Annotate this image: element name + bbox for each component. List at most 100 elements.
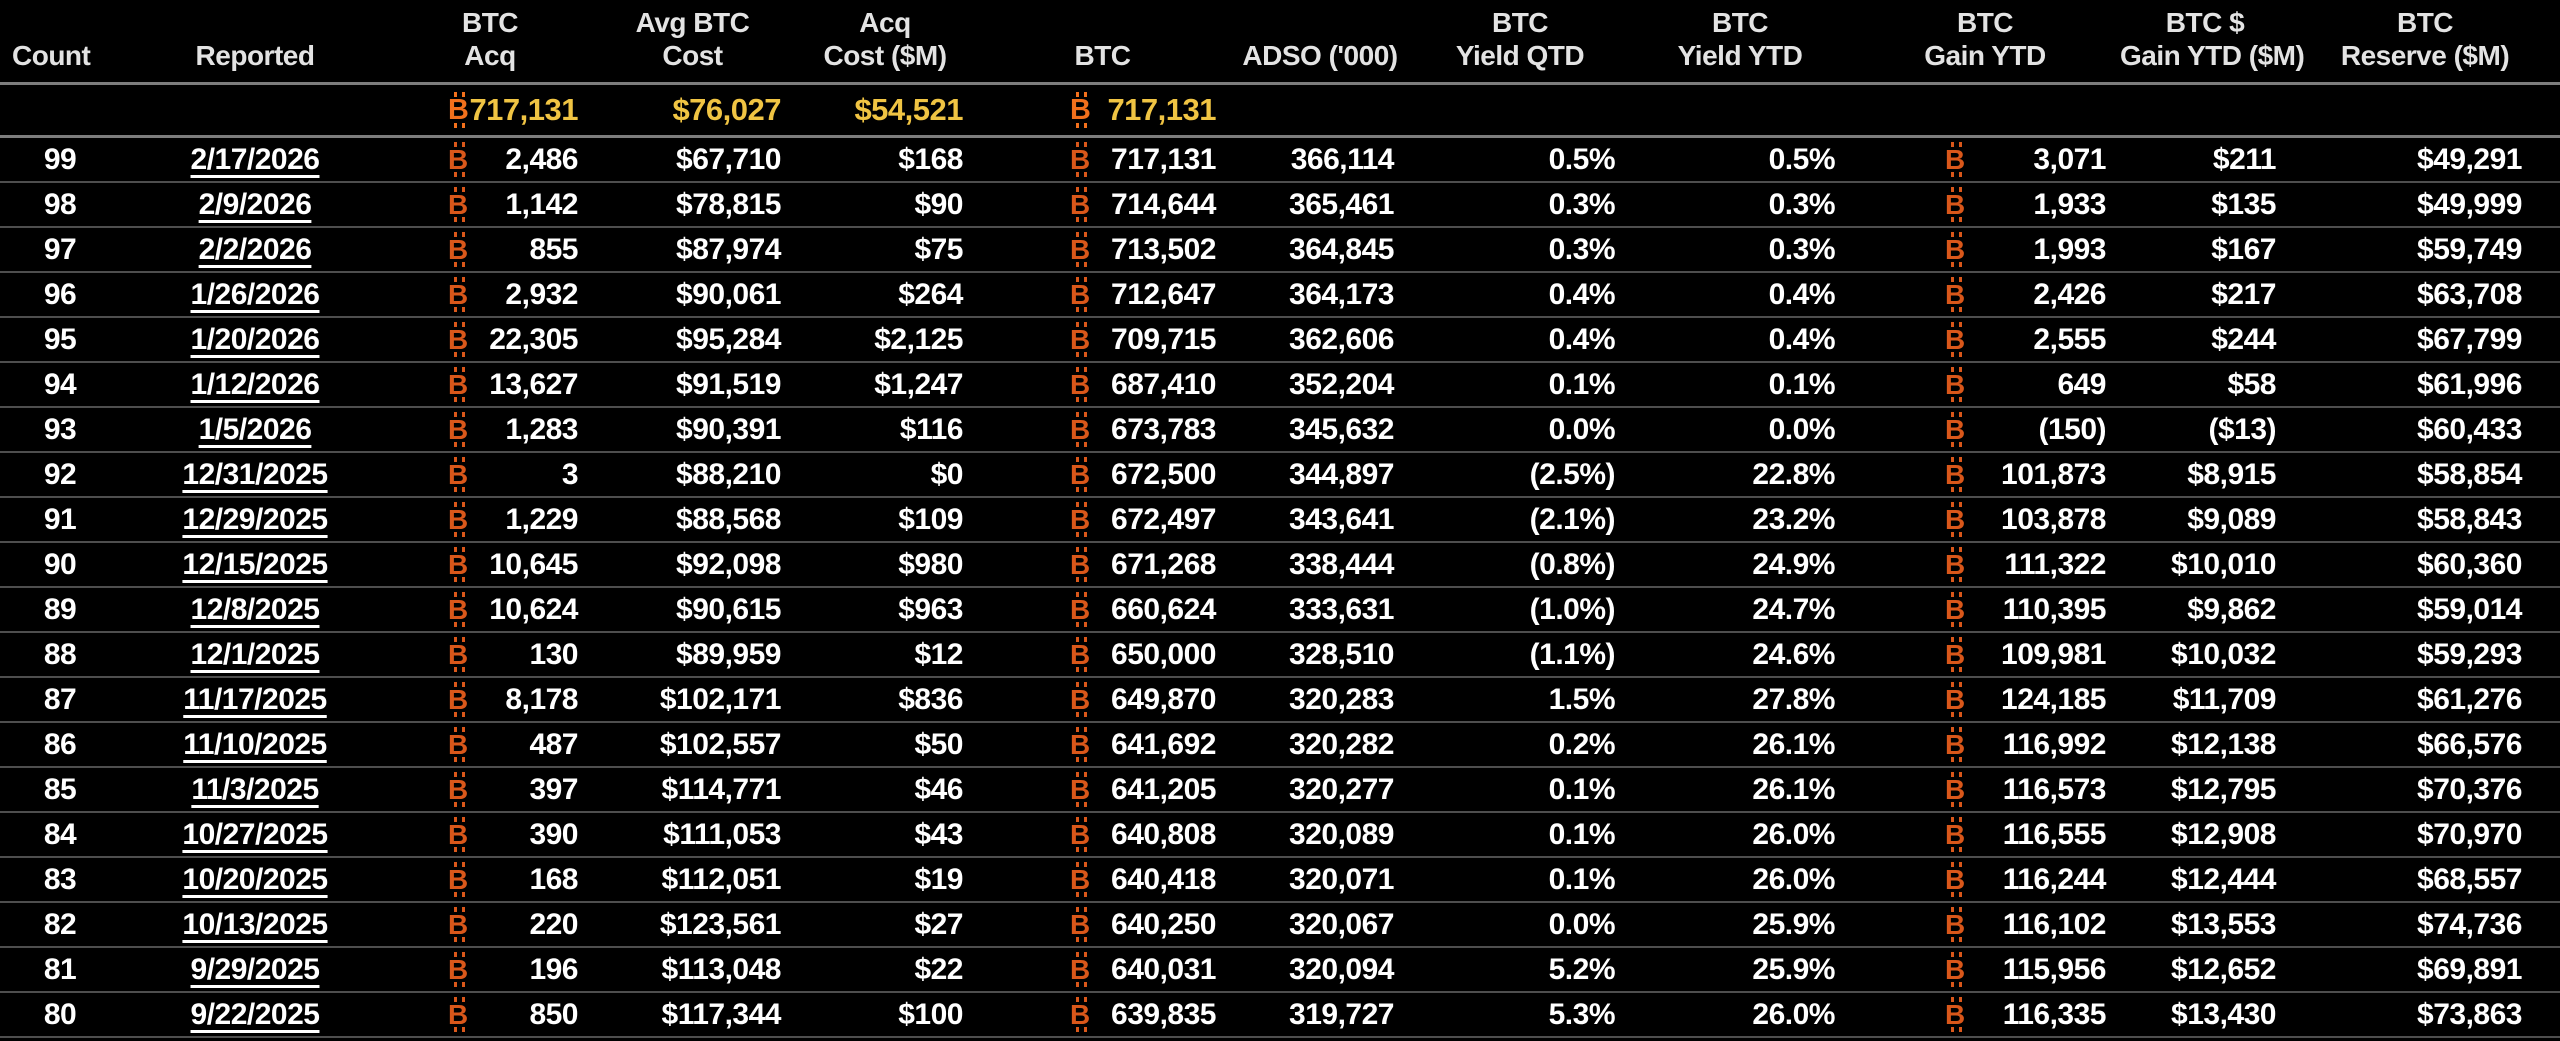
cell-adso: 333,631 bbox=[1289, 592, 1394, 626]
cell-value: 1,229 bbox=[505, 502, 578, 536]
summary-row: B 717,131 $76,027 $54,521 B 717,131 bbox=[0, 85, 2560, 138]
cell-adso: 328,510 bbox=[1289, 637, 1394, 671]
table-row: 93 1/5/2026 B 1,283 $90,391 $116 B 673,783 345,6… bbox=[0, 408, 2560, 453]
date-link[interactable]: 2/9/2026 bbox=[198, 187, 312, 221]
cell-count: 82 bbox=[43, 907, 77, 941]
date-link[interactable]: 2/17/2026 bbox=[190, 142, 320, 176]
cell-value: 2,486 bbox=[505, 142, 578, 176]
cell-gain_ytd_m: $13,553 bbox=[2171, 907, 2276, 941]
cell-reserve_m: $49,999 bbox=[2417, 187, 2522, 221]
cell-yield_qtd: (1.1%) bbox=[1529, 637, 1616, 671]
cell-reserve_m: $61,996 bbox=[2417, 367, 2522, 401]
date-link[interactable]: 12/31/2025 bbox=[182, 457, 328, 491]
cell-reserve_m: $70,376 bbox=[2417, 772, 2522, 806]
cell-reserve_m: $61,276 bbox=[2417, 682, 2522, 716]
cell-gain_ytd: B 116,102 bbox=[1850, 906, 2120, 943]
cell-gain_ytd: B 3,071 bbox=[1850, 141, 2120, 178]
table-row: 96 1/26/2026 B 2,932 $90,061 $264 B 712,647 364,… bbox=[0, 273, 2560, 318]
cell-value: 714,644 bbox=[1111, 187, 1216, 221]
btc-icon: B bbox=[448, 456, 468, 493]
table-row: 91 12/29/2025 B 1,229 $88,568 $109 B 672,497 343… bbox=[0, 498, 2560, 543]
cell-adso: 365,461 bbox=[1289, 187, 1394, 221]
date-link[interactable]: 12/15/2025 bbox=[182, 547, 328, 581]
column-header-gain_ytd: BTC Gain YTD bbox=[1924, 7, 2046, 71]
date-link[interactable]: 11/3/2025 bbox=[191, 772, 319, 806]
cell-reserve_m: $68,557 bbox=[2417, 862, 2522, 896]
cell-value: 639,835 bbox=[1111, 997, 1216, 1031]
cell-reserve_m: $60,433 bbox=[2417, 412, 2522, 446]
cell-adso: 320,283 bbox=[1289, 682, 1394, 716]
cell-gain_ytd: B 115,956 bbox=[1850, 951, 2120, 988]
cell-value: 10,645 bbox=[489, 547, 578, 581]
btc-icon: B bbox=[448, 636, 468, 673]
cell-reported: 12/8/2025 bbox=[120, 593, 390, 627]
cell-avg_btc_cost: $102,557 bbox=[659, 727, 782, 761]
date-link[interactable]: 1/5/2026 bbox=[198, 412, 312, 446]
cell-value: 110,395 bbox=[2002, 592, 2107, 626]
date-link[interactable]: 1/26/2026 bbox=[190, 277, 320, 311]
cell-btc_acq: B 196 bbox=[390, 951, 590, 988]
cell-value: 850 bbox=[529, 997, 578, 1031]
cell-yield_qtd: 0.1% bbox=[1548, 862, 1616, 896]
cell-yield_ytd: 0.1% bbox=[1768, 367, 1836, 401]
table-row: 99 2/17/2026 B 2,486 $67,710 $168 B 717,131 366,… bbox=[0, 138, 2560, 183]
btc-icon: B bbox=[448, 546, 468, 583]
cell-count: 97 bbox=[43, 232, 77, 266]
summary-btc-acq-value: 717,131 bbox=[469, 92, 578, 127]
date-link[interactable]: 10/27/2025 bbox=[182, 817, 328, 851]
cell-avg_btc_cost: $112,051 bbox=[661, 862, 782, 896]
date-link[interactable]: 10/13/2025 bbox=[182, 907, 328, 941]
cell-gain_ytd: B 109,981 bbox=[1850, 636, 2120, 673]
cell-gain_ytd_m: $217 bbox=[2211, 277, 2276, 311]
column-header-gain_ytd_m: BTC $ Gain YTD ($M) bbox=[2120, 7, 2305, 71]
cell-acq_cost_m: $109 bbox=[898, 502, 963, 536]
cell-avg_btc_cost: $90,391 bbox=[676, 412, 781, 446]
cell-value: 116,335 bbox=[2002, 997, 2107, 1031]
summary-acq-cost: $54,521 bbox=[854, 92, 963, 127]
summary-btc-total: B 717,131 bbox=[975, 91, 1230, 129]
date-link[interactable]: 11/17/2025 bbox=[183, 682, 327, 716]
cell-yield_ytd: 25.9% bbox=[1752, 952, 1835, 986]
btc-icon: B bbox=[1945, 681, 1965, 718]
cell-value: 640,250 bbox=[1111, 907, 1216, 941]
date-link[interactable]: 2/2/2026 bbox=[198, 232, 312, 266]
cell-adso: 320,071 bbox=[1289, 862, 1394, 896]
cell-yield_qtd: 0.0% bbox=[1548, 412, 1616, 446]
cell-avg_btc_cost: $90,061 bbox=[676, 277, 781, 311]
date-link[interactable]: 12/29/2025 bbox=[182, 502, 328, 536]
cell-gain_ytd: B 2,555 bbox=[1850, 321, 2120, 358]
cell-value: 660,624 bbox=[1111, 592, 1216, 626]
date-link[interactable]: 9/29/2025 bbox=[190, 952, 320, 986]
btc-icon: B bbox=[448, 681, 468, 718]
cell-value: 641,205 bbox=[1111, 772, 1216, 806]
date-link[interactable]: 1/12/2026 bbox=[190, 367, 320, 401]
cell-yield_qtd: 0.4% bbox=[1548, 322, 1616, 356]
date-link[interactable]: 10/20/2025 bbox=[182, 862, 328, 896]
date-link[interactable]: 12/8/2025 bbox=[190, 592, 320, 626]
cell-reserve_m: $66,576 bbox=[2417, 727, 2522, 761]
cell-btc: B 709,715 bbox=[975, 321, 1230, 358]
date-link[interactable]: 11/10/2025 bbox=[183, 727, 327, 761]
column-header-reported: Reported bbox=[195, 40, 315, 71]
cell-yield_qtd: 0.5% bbox=[1548, 142, 1616, 176]
cell-yield_qtd: 0.3% bbox=[1548, 232, 1616, 266]
cell-acq_cost_m: $2,125 bbox=[874, 322, 963, 356]
table-row: 82 10/13/2025 B 220 $123,561 $27 B 640,250 320,0… bbox=[0, 903, 2560, 948]
date-link[interactable]: 9/22/2025 bbox=[190, 997, 320, 1031]
table-row: 92 12/31/2025 B 3 $88,210 $0 B 672,500 344,897 (2… bbox=[0, 453, 2560, 498]
cell-btc_acq: B 10,645 bbox=[390, 546, 590, 583]
date-link[interactable]: 1/20/2026 bbox=[190, 322, 320, 356]
cell-gain_ytd: B 1,933 bbox=[1850, 186, 2120, 223]
cell-btc_acq: B 2,486 bbox=[390, 141, 590, 178]
cell-acq_cost_m: $27 bbox=[914, 907, 963, 941]
cell-btc: B 640,250 bbox=[975, 906, 1230, 943]
cell-acq_cost_m: $50 bbox=[914, 727, 963, 761]
cell-btc: B 671,268 bbox=[975, 546, 1230, 583]
cell-yield_ytd: 0.3% bbox=[1768, 232, 1836, 266]
cell-btc_acq: B 22,305 bbox=[390, 321, 590, 358]
cell-yield_ytd: 26.0% bbox=[1752, 862, 1835, 896]
btc-icon: B bbox=[448, 276, 468, 313]
date-link[interactable]: 12/1/2025 bbox=[190, 637, 320, 671]
cell-value: 390 bbox=[529, 817, 578, 851]
table-body: 99 2/17/2026 B 2,486 $67,710 $168 B 717,131 366,… bbox=[0, 138, 2560, 1038]
